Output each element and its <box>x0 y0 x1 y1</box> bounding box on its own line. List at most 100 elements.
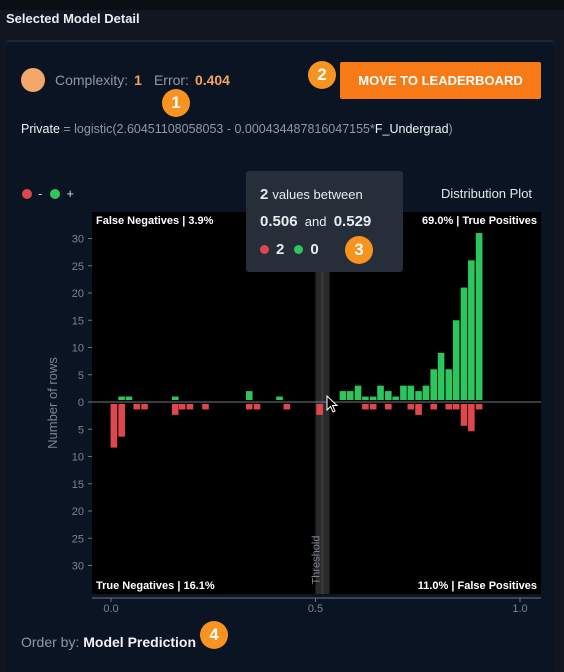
positive-bar[interactable] <box>346 391 354 400</box>
y-tick-label: 30 <box>72 561 84 573</box>
negative-bar[interactable] <box>245 404 253 410</box>
complexity-value: 1 <box>134 72 142 88</box>
y-tick-label: 25 <box>72 533 84 545</box>
negative-bar[interactable] <box>110 404 118 448</box>
negative-bar[interactable] <box>430 404 438 410</box>
positive-bar[interactable] <box>362 396 369 400</box>
quadrant-label-false-negatives: False Negatives | 3.9% <box>96 215 214 227</box>
x-tick-label: 1.0 <box>512 603 527 615</box>
annotation-badge-1: 1 <box>162 89 190 117</box>
positive-bar[interactable] <box>468 260 475 400</box>
positive-bar[interactable] <box>445 369 453 400</box>
positive-bar[interactable] <box>276 396 283 400</box>
mouse-cursor-icon <box>326 394 339 413</box>
error-value: 0.404 <box>194 72 230 88</box>
order-by-label: Order by: <box>21 634 80 650</box>
negative-bar[interactable] <box>253 404 261 410</box>
negative-bar[interactable] <box>460 404 468 426</box>
x-tick-label: 0.5 <box>308 603 323 615</box>
annotation-badge-3: 3 <box>345 236 373 264</box>
positive-bar[interactable] <box>354 385 362 400</box>
positive-bar[interactable] <box>475 233 483 400</box>
y-tick-label: 15 <box>72 479 84 491</box>
tooltip-between-text: values between <box>272 187 363 202</box>
complexity-label: Complexity: <box>55 72 129 88</box>
tooltip-count: 2 <box>260 186 269 203</box>
negative-bar[interactable] <box>407 404 415 410</box>
distribution-plot-title: Distribution Plot <box>441 186 533 201</box>
negative-bar[interactable] <box>141 404 148 410</box>
y-tick-label: 30 <box>72 234 84 246</box>
negative-bar[interactable] <box>475 404 483 410</box>
positive-bar[interactable] <box>369 396 377 400</box>
chart-legend: - + <box>22 186 82 201</box>
positive-bar[interactable] <box>430 369 438 400</box>
positive-bar[interactable] <box>385 391 392 400</box>
negative-bar[interactable] <box>118 404 125 437</box>
bin-tooltip: 2 values between 0.506 and 0.529 2 0 <box>246 171 403 272</box>
tooltip-positive-dot <box>294 245 304 254</box>
positive-bar[interactable] <box>415 391 422 400</box>
tooltip-negative-count: 2 <box>276 241 285 258</box>
tooltip-high-value: 0.529 <box>333 213 372 230</box>
annotation-badge-4: 4 <box>200 621 228 649</box>
model-formula: Private = logistic(2.60451108058053 - 0.… <box>21 122 453 136</box>
negative-bar[interactable] <box>445 404 453 410</box>
section-title: Selected Model Detail <box>6 11 140 26</box>
positive-bar[interactable] <box>407 385 415 400</box>
tooltip-low-value: 0.506 <box>260 213 298 230</box>
positive-bar[interactable] <box>422 385 430 400</box>
positive-bar[interactable] <box>392 396 399 400</box>
quadrant-label-false-positives: 11.0% | False Positives <box>418 580 537 592</box>
order-by: Order by: Model Prediction <box>21 634 196 650</box>
tooltip-negative-dot <box>260 245 269 254</box>
top-bar <box>0 0 564 10</box>
negative-bar[interactable] <box>178 404 186 410</box>
quadrant-label-true-positives: 69.0% | True Positives <box>422 215 537 227</box>
y-axis-label: Number of rows <box>45 357 60 449</box>
negative-bar[interactable] <box>316 404 323 415</box>
positive-bar[interactable] <box>377 385 384 400</box>
negative-bar[interactable] <box>385 404 392 410</box>
formula-expression: = logistic(2.60451108058053 - 0.00043448… <box>59 122 375 136</box>
order-by-value[interactable]: Model Prediction <box>83 634 197 650</box>
complexity-color-dot <box>21 68 45 92</box>
model-metrics: Complexity: 1 Error: 0.404 <box>55 72 230 88</box>
positive-bar[interactable] <box>245 391 253 400</box>
negative-bar[interactable] <box>362 404 369 410</box>
y-tick-label: 15 <box>72 315 84 327</box>
negative-bar[interactable] <box>171 404 179 415</box>
x-tick-label: 0.0 <box>103 603 118 615</box>
positive-bar[interactable] <box>460 287 468 400</box>
y-tick-label: 20 <box>72 288 84 300</box>
threshold-label: Threshold <box>310 536 322 585</box>
positive-bar[interactable] <box>339 391 347 400</box>
negative-bar[interactable] <box>452 404 460 410</box>
negative-bar[interactable] <box>186 404 194 410</box>
positive-class-dot <box>50 188 61 199</box>
negative-bar[interactable] <box>468 404 475 432</box>
negative-bar[interactable] <box>133 404 141 410</box>
annotation-badge-2: 2 <box>308 61 336 89</box>
y-tick-label: 5 <box>78 370 84 382</box>
formula-target: Private <box>21 122 60 136</box>
positive-bar[interactable] <box>437 352 445 400</box>
positive-bar[interactable] <box>171 396 179 400</box>
negative-bar[interactable] <box>415 404 422 415</box>
y-tick-label: 25 <box>72 261 84 273</box>
negative-class-label: - <box>38 186 43 201</box>
y-tick-label: 10 <box>72 343 84 355</box>
positive-bar[interactable] <box>452 320 460 400</box>
formula-feature: F_Undergrad <box>374 122 449 136</box>
negative-bar[interactable] <box>202 404 209 410</box>
positive-bar[interactable] <box>118 396 125 400</box>
tooltip-and-text: and <box>304 214 327 229</box>
negative-bar[interactable] <box>369 404 377 410</box>
error-label: Error: <box>153 72 189 88</box>
positive-bar[interactable] <box>400 385 407 400</box>
negative-bar[interactable] <box>283 404 291 410</box>
move-to-leaderboard-button[interactable]: MOVE TO LEADERBOARD <box>340 62 541 99</box>
tooltip-positive-count: 0 <box>310 241 319 258</box>
quadrant-label-true-negatives: True Negatives | 16.1% <box>96 580 215 592</box>
positive-bar[interactable] <box>125 396 133 400</box>
